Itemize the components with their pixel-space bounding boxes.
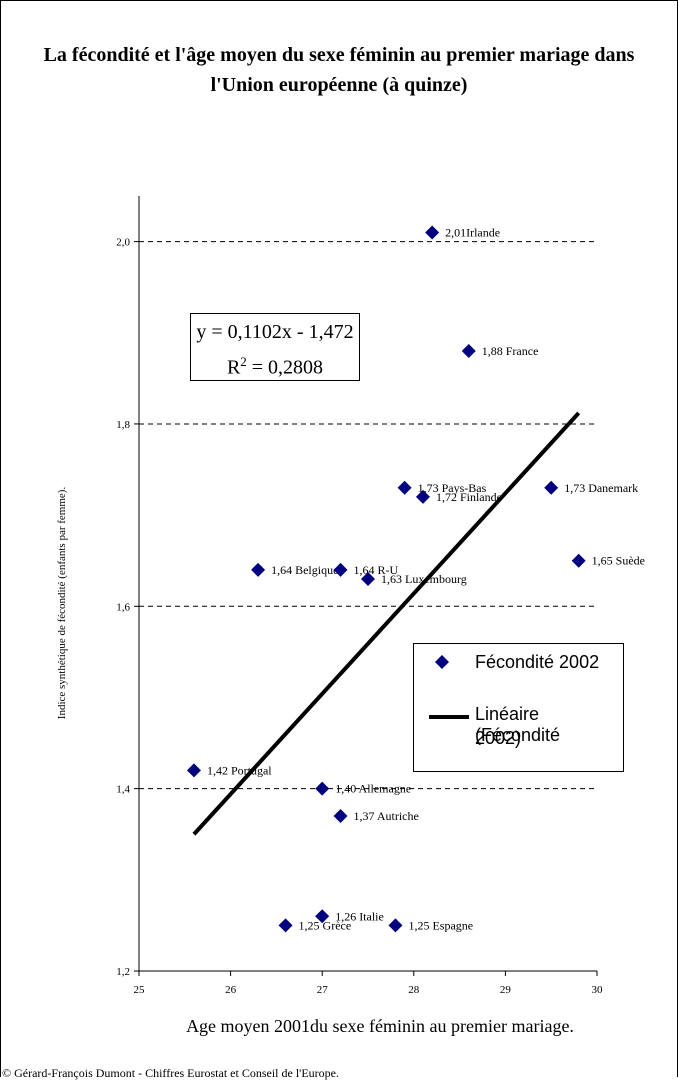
x-tick-label: 26 [225, 984, 237, 996]
chart-legend: Fécondité 2002 Linéaire (Fécondité 2002) [413, 643, 624, 772]
legend-label-lineaire-2: 2002) [475, 728, 522, 748]
trendline-equation-box: y = 0,1102x - 1,472 R2 = 0,2808 [190, 313, 360, 381]
data-point [544, 480, 559, 495]
r2-prefix: R [226, 356, 241, 379]
data-point [278, 918, 293, 933]
x-tick-label: 30 [592, 984, 604, 996]
data-label: 1,37 Autriche [354, 809, 419, 823]
data-point [415, 489, 430, 504]
data-label: 1,73 Danemark [564, 481, 638, 495]
x-tick-label: 29 [500, 984, 512, 996]
trendline [192, 411, 581, 836]
data-points: 2,01Irlande 1,88 France 1,73 Pays-Bas1,72 … [186, 225, 645, 933]
data-point [461, 344, 476, 358]
data-label: 1,73 Pays-Bas [418, 481, 487, 495]
trendline-layer [192, 411, 581, 836]
y-tick-label: 1,6 [116, 601, 130, 613]
x-tick-label: 28 [408, 984, 420, 996]
data-label: 1,26 Italie [335, 909, 384, 923]
x-axis-label: Age moyen 2001du sexe féminin au premier… [186, 1016, 574, 1036]
data-point [251, 562, 266, 577]
data-point [315, 781, 330, 796]
data-label: 1,63 Luxembourg [381, 572, 467, 586]
data-label: 1,25 Espagne [408, 918, 473, 932]
data-label: 1,42 Portugal [207, 763, 272, 777]
x-tick-label: 27 [317, 984, 329, 996]
legend-marker-line [429, 715, 469, 719]
legend-label-fecondite: Fécondité 2002 [475, 652, 600, 672]
axes: 1,2 1,4 1,6 1,8 2,0 25 26 27 28 29 30 [116, 196, 603, 996]
legend-marker-diamond [435, 655, 449, 669]
data-label: 1,88 France [482, 344, 539, 358]
trendline-r2: R2 = 0,2808 [191, 347, 359, 383]
data-point [425, 225, 440, 240]
trendline-equation: y = 0,1102x - 1,472 [196, 321, 354, 343]
chart-title: La fécondité et l'âge moyen du sexe fémi… [43, 44, 635, 96]
data-point [333, 562, 348, 577]
data-label: 1,65 Suède [592, 554, 645, 568]
data-point [571, 553, 586, 568]
legend-label-lineaire-1: Linéaire (Fécondité [475, 704, 561, 745]
data-point [388, 918, 403, 933]
data-label: 1,72 Finlande [436, 490, 502, 504]
y-tick-label: 2,0 [116, 237, 130, 249]
copyright-footer: © Gérard-François Dumont - Chiffres Euro… [2, 1066, 339, 1080]
y-tick-label: 1,8 [116, 419, 130, 431]
data-label: 2,01Irlande [445, 225, 500, 239]
grid-lines [139, 241, 597, 790]
data-label: 1,64 R-U [354, 563, 399, 577]
y-tick-label: 1,4 [116, 784, 130, 796]
x-tick-label: 25 [134, 984, 146, 996]
data-label: 1,25 Grèce [299, 918, 352, 932]
data-label: 1,40 Allemagne [335, 782, 411, 796]
data-label: 1,64 Belgique [271, 563, 338, 577]
data-point [315, 909, 330, 924]
y-tick-label: 1,2 [116, 966, 130, 978]
data-point [333, 809, 348, 823]
r2-exponent: 2 [240, 354, 247, 369]
data-point [397, 480, 412, 495]
r2-value: = 0,2808 [246, 356, 324, 379]
data-point [361, 571, 375, 586]
data-point [186, 763, 201, 778]
y-axis-label: Indice synthétique de fécondité (enfants… [56, 486, 68, 720]
